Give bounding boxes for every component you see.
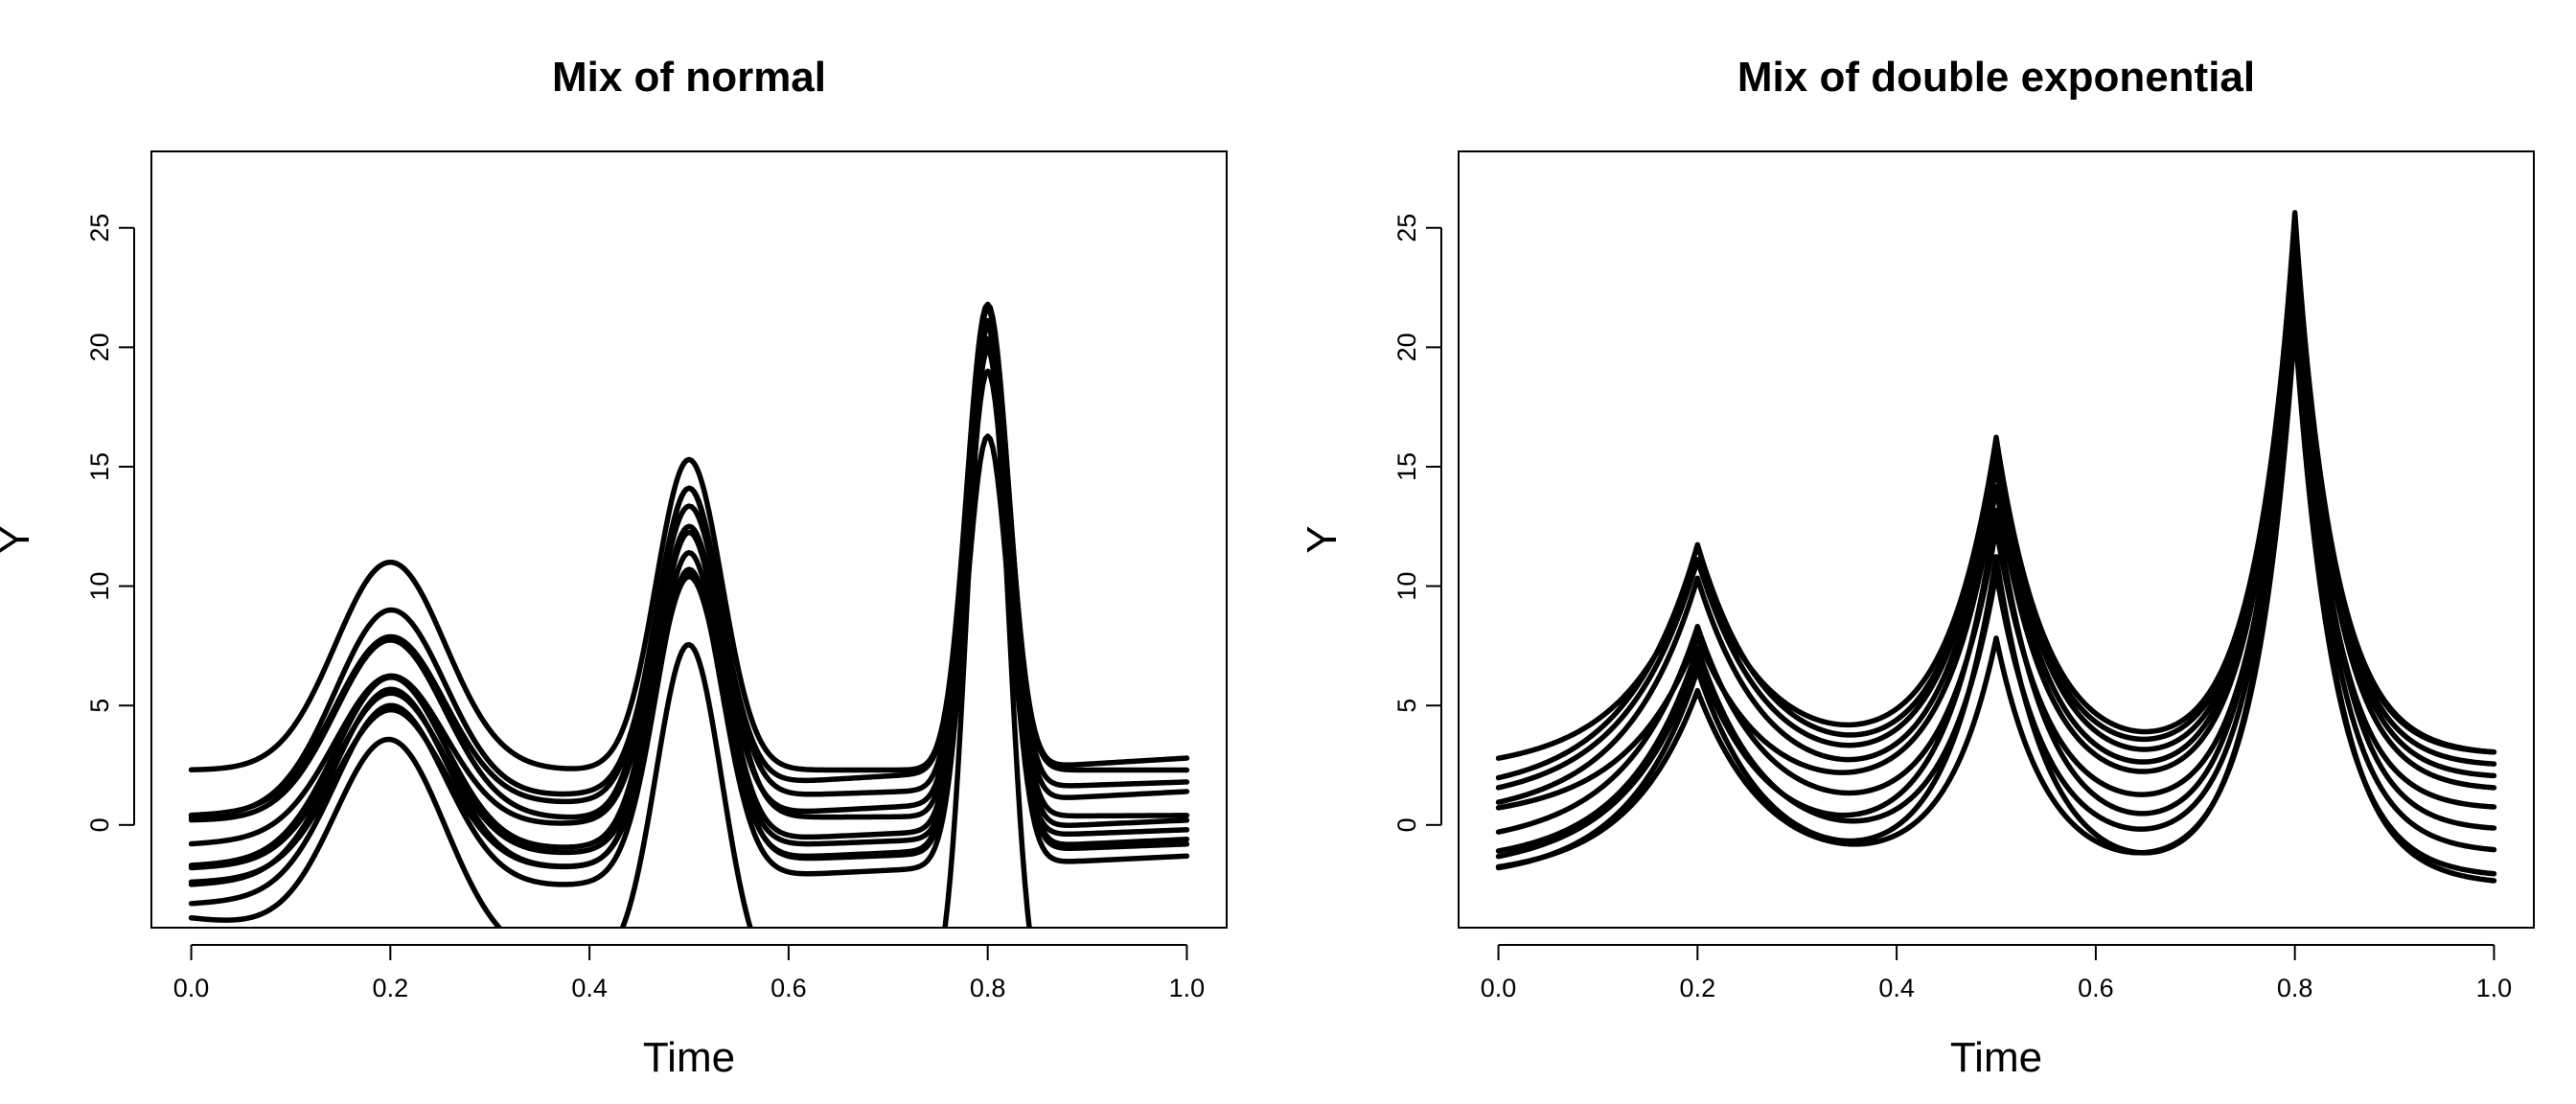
panel-mix-of-double-exponential: Mix of double exponential 0.0 0.2 0.4 0.6 0.… [1299, 54, 2535, 1081]
series-line [1495, 292, 2497, 884]
y-axis: 0 5 10 15 20 25 [1392, 214, 1442, 832]
chart-title: Mix of double exponential [1737, 54, 2255, 101]
x-tick-label: 0.4 [1878, 974, 1915, 1002]
series-lines [1495, 210, 2497, 884]
series-line [1495, 234, 2497, 860]
y-tick-label: 0 [1392, 817, 1421, 832]
series-line [188, 368, 1190, 907]
series-line [188, 344, 1032, 928]
y-tick-label: 25 [1392, 214, 1421, 242]
x-tick-label: 0.8 [2277, 974, 2313, 1002]
x-tick-label: 1.0 [1169, 974, 1206, 1002]
plot-frame [150, 150, 1228, 929]
y-tick-label: 10 [1392, 572, 1421, 601]
x-tick-label: 0.4 [571, 974, 608, 1002]
plot-frame [1458, 150, 2535, 929]
y-tick-label: 15 [1392, 452, 1421, 481]
x-axis: 0.0 0.2 0.4 0.6 0.8 1.0 [1481, 944, 2513, 1002]
x-tick-label: 0.0 [1481, 974, 1517, 1002]
x-tick-label: 1.0 [2476, 974, 2513, 1002]
x-axis: 0.0 0.2 0.4 0.6 0.8 1.0 [173, 944, 1206, 1002]
series-line [1495, 221, 2497, 791]
panel-mix-of-normal: Mix of normal 0.0 0.2 0.4 0.6 0.8 1.0 0 5 10 15 2… [0, 54, 1228, 1081]
series-line [1495, 269, 2497, 835]
y-tick-label: 25 [85, 214, 114, 242]
x-tick-label: 0.6 [2078, 974, 2114, 1002]
y-tick-label: 20 [1392, 333, 1421, 361]
y-tick-label: 0 [85, 817, 114, 832]
x-tick-label: 0.0 [173, 974, 210, 1002]
y-tick-label: 10 [85, 572, 114, 601]
y-tick-label: 20 [85, 333, 114, 361]
y-axis-label: Y [1299, 525, 1346, 553]
x-tick-label: 0.2 [1680, 974, 1716, 1002]
y-tick-label: 15 [85, 452, 114, 481]
x-axis-label: Time [643, 1034, 735, 1081]
x-tick-label: 0.2 [373, 974, 409, 1002]
y-tick-label: 5 [85, 699, 114, 713]
chart-title: Mix of normal [552, 54, 826, 101]
y-axis-label: Y [0, 525, 38, 553]
x-tick-label: 0.8 [970, 974, 1006, 1002]
y-tick-label: 5 [1392, 699, 1421, 713]
y-axis: 0 5 10 15 20 25 [85, 214, 135, 832]
x-axis-label: Time [1950, 1034, 2042, 1081]
x-tick-label: 0.6 [770, 974, 807, 1002]
series-lines [188, 301, 1190, 928]
